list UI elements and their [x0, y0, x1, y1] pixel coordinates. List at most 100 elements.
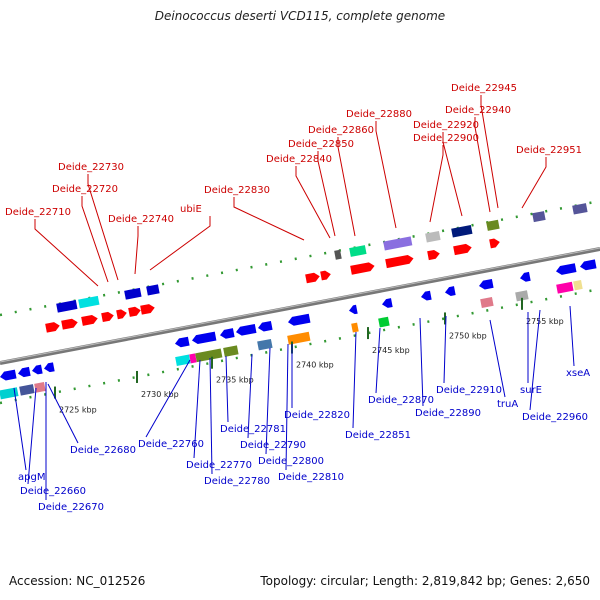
reverse-label-line-deide-22780 — [209, 357, 213, 475]
accession-label: Accession: NC_012526 — [9, 574, 146, 588]
genome-summary-label: Topology: circular; Length: 2,819,842 bp… — [260, 574, 590, 588]
reverse-gene-0-shape — [0, 369, 17, 381]
forward-label-deide-22951: Deide_22951 — [516, 145, 582, 156]
forward-product-0 — [56, 300, 78, 313]
forward-product-1 — [78, 295, 100, 309]
reverse-label-line-deide-22781 — [225, 355, 229, 423]
forward-product-0-shape — [56, 300, 78, 313]
forward-gene-1-shape — [61, 318, 78, 330]
genome-backbone-highlight — [0, 247, 600, 363]
reverse-label-deide-22781: Deide_22781 — [220, 424, 286, 435]
forward-label-deide-22710: Deide_22710 — [5, 207, 71, 218]
reverse-label-line-deide-22770 — [193, 359, 201, 459]
forward-label-line-ubie — [149, 216, 211, 271]
forward-gene-8 — [320, 270, 331, 281]
forward-product-4-shape — [334, 249, 342, 260]
forward-product-11-shape — [572, 203, 588, 215]
forward-label-line-deide-22940 — [474, 117, 491, 213]
axis-tick-label-2730-kbp: 2730 kbp — [141, 390, 179, 399]
forward-product-7-shape — [425, 231, 441, 243]
reverse-gene-13-shape — [445, 286, 456, 296]
reverse-product-11-shape — [480, 296, 494, 309]
forward-product-3 — [146, 284, 160, 296]
reverse-gene-15 — [520, 271, 531, 282]
forward-gene-9-shape — [350, 262, 375, 275]
forward-product-7 — [425, 231, 441, 243]
axis-tick-label-2735-kbp: 2735 kbp — [216, 376, 254, 385]
reverse-gene-14 — [479, 278, 494, 290]
forward-label-deide-22840: Deide_22840 — [266, 154, 332, 165]
reverse-product-3 — [175, 354, 191, 366]
forward-product-6-shape — [383, 236, 413, 251]
reverse-label-line-deide-22810 — [285, 343, 289, 471]
axis-tick-label-2740-kbp: 2740 kbp — [296, 361, 334, 370]
reverse-label-line-deide-22960 — [529, 309, 541, 411]
forward-label-deide-22720: Deide_22720 — [52, 184, 118, 195]
reverse-gene-6-shape — [220, 328, 235, 339]
axis-tick-label-2725-kbp: 2725 kbp — [59, 406, 97, 415]
reverse-label-apgm: apgM — [18, 472, 45, 483]
reverse-gene-15-shape — [520, 271, 531, 282]
reverse-product-9 — [351, 322, 359, 333]
genome-backbone — [0, 247, 600, 365]
forward-gene-3 — [101, 311, 114, 323]
reverse-label-line-deide-22851 — [352, 331, 357, 429]
forward-label-line-deide-22730 — [87, 174, 119, 281]
reverse-label-deide-22790: Deide_22790 — [240, 440, 306, 451]
reverse-gene-3 — [44, 362, 55, 373]
reverse-label-deide-22670: Deide_22670 — [38, 502, 104, 513]
reverse-label-deide-22660: Deide_22660 — [20, 486, 86, 497]
forward-product-2-shape — [124, 287, 142, 300]
reverse-product-11 — [480, 296, 494, 309]
forward-gene-12 — [453, 243, 472, 256]
forward-label-line-deide-22900 — [429, 145, 444, 223]
reverse-product-14-shape — [573, 280, 583, 291]
reverse-gene-2 — [32, 364, 43, 375]
reverse-product-14 — [573, 280, 583, 291]
reverse-gene-4 — [175, 336, 190, 348]
reverse-product-10 — [378, 316, 390, 328]
reverse-product-10-shape — [378, 316, 390, 328]
forward-label-deide-22740: Deide_22740 — [108, 214, 174, 225]
forward-gene-7 — [305, 272, 320, 284]
forward-gene-7-shape — [305, 272, 320, 284]
reverse-gene-5-shape — [192, 331, 217, 345]
reverse-product-1-shape — [19, 384, 35, 396]
reverse-gene-2-shape — [32, 364, 43, 375]
forward-label-line-deide-22880 — [375, 121, 397, 229]
forward-gene-3-shape — [101, 311, 114, 323]
reverse-label-line-deide-22890 — [419, 317, 424, 407]
forward-gene-11-shape — [427, 249, 440, 261]
forward-label-line-deide-22951 — [521, 157, 547, 209]
axis-tick-label-2750-kbp: 2750 kbp — [449, 331, 487, 340]
forward-product-10-shape — [532, 211, 546, 223]
forward-label-deide-22945: Deide_22945 — [451, 83, 517, 94]
forward-label-line-deide-22720 — [81, 196, 109, 283]
forward-label-deide-22860: Deide_22860 — [308, 125, 374, 136]
reverse-product-6 — [223, 345, 239, 357]
forward-label-deide-22850: Deide_22850 — [288, 139, 354, 150]
reverse-gene-8 — [258, 320, 273, 332]
reverse-label-line-deide-22680 — [47, 383, 79, 444]
axis-tick-label-2745-kbp: 2745 kbp — [372, 346, 410, 355]
reverse-product-13-shape — [556, 281, 574, 294]
reverse-gene-0 — [0, 369, 17, 381]
forward-product-10 — [532, 211, 546, 223]
reverse-product-6-shape — [223, 345, 239, 357]
forward-product-1-shape — [78, 295, 100, 309]
forward-product-3-shape — [146, 284, 160, 296]
reverse-gene-17 — [580, 259, 597, 271]
reverse-product-8-shape — [287, 331, 311, 345]
forward-label-deide-22880: Deide_22880 — [346, 109, 412, 120]
reverse-product-0-shape — [0, 387, 19, 400]
reverse-label-line-deide-22870 — [375, 327, 381, 394]
reverse-label-deide-22780: Deide_22780 — [204, 476, 270, 487]
reverse-product-9-shape — [351, 322, 359, 333]
reverse-gene-14-shape — [479, 278, 494, 290]
reverse-label-deide-22870: Deide_22870 — [368, 395, 434, 406]
forward-gene-13 — [489, 238, 500, 249]
reverse-product-8 — [287, 331, 311, 345]
reverse-product-7-shape — [257, 338, 273, 351]
reverse-label-sure: surE — [520, 385, 542, 396]
reverse-product-4 — [189, 353, 197, 364]
